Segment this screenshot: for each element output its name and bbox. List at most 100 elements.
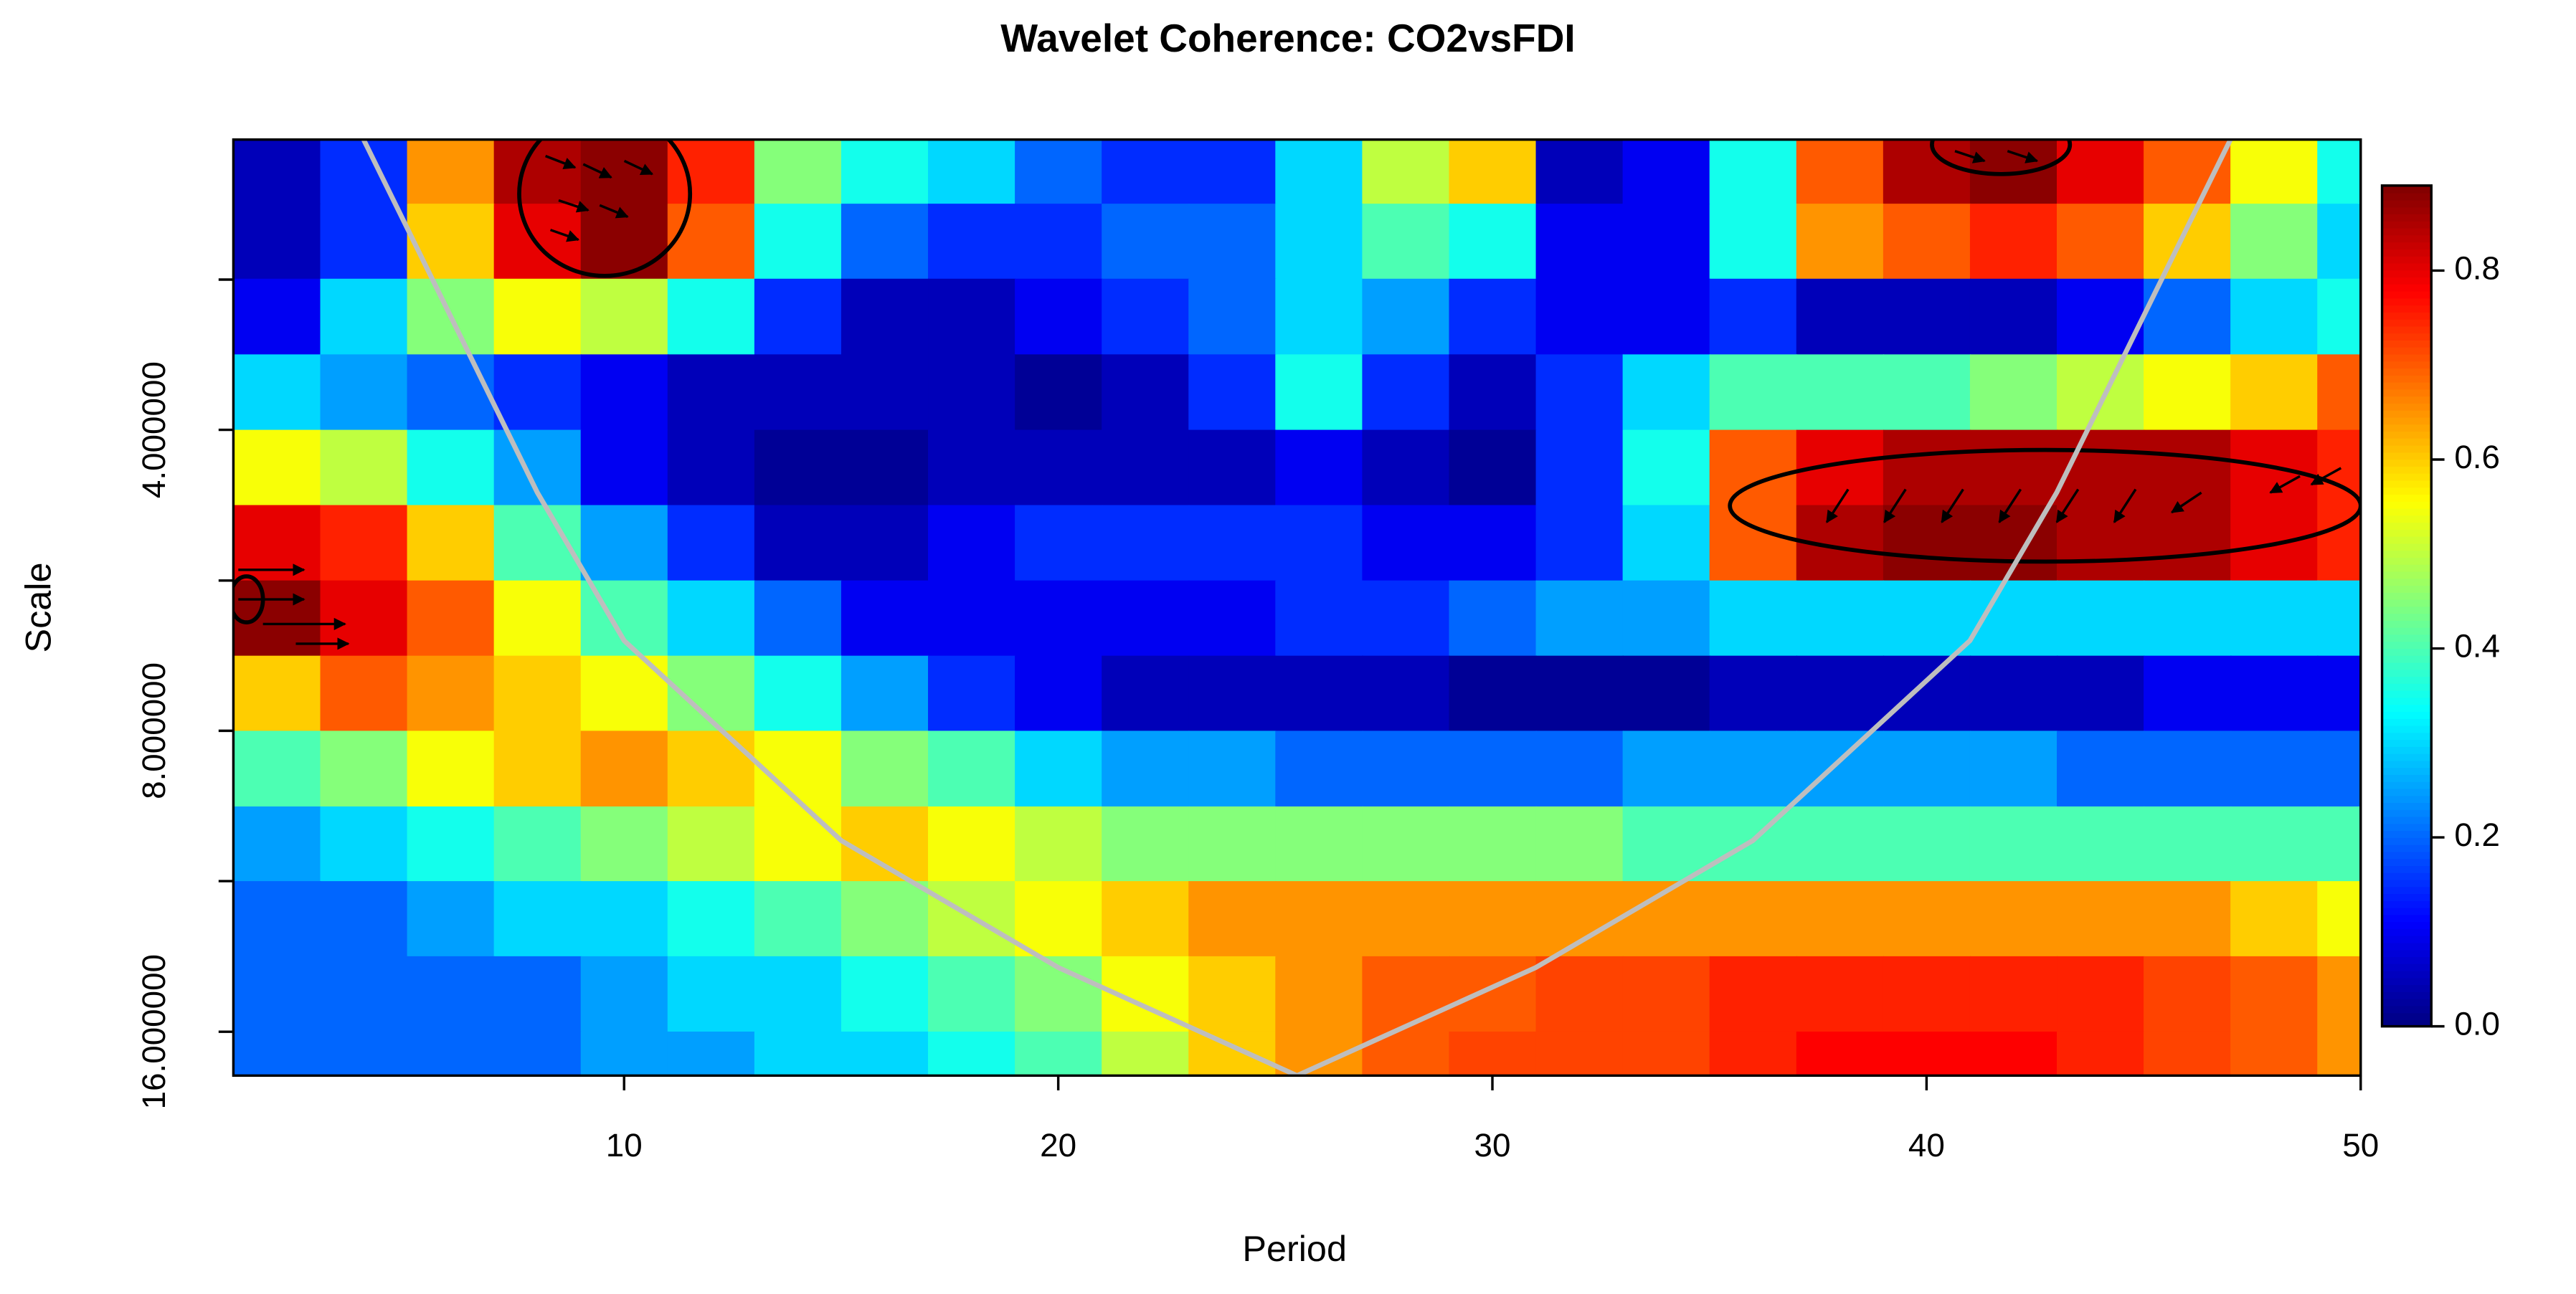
heatmap-cell [840,731,929,808]
colorbar-segment [2382,437,2432,446]
colorbar-segment [2382,255,2432,264]
heatmap [233,139,2361,1076]
heatmap-cell [1449,655,1537,732]
heatmap-cell [2230,655,2319,732]
colorbar-segment [2382,907,2432,915]
colorbar-segment [2382,697,2432,705]
heatmap-cell [928,806,1016,883]
heatmap-cell [1883,278,1971,356]
heatmap-cell [1275,956,1363,1033]
heatmap-cell [1102,731,1190,808]
heatmap-cell [1622,731,1711,808]
heatmap-cell [2230,956,2319,1033]
colorbar-segment [2382,508,2432,516]
y-tick-label: 16.000000 [136,954,172,1109]
heatmap-cell [2230,204,2319,280]
colorbar-segment [2382,402,2432,411]
colorbar-segment [2382,563,2432,572]
heatmap-cell [493,956,582,1033]
colorbar-segment [2382,248,2432,257]
heatmap-cell [493,278,582,356]
heatmap-cell [1015,139,1103,205]
heatmap-cell [1449,881,1537,958]
colorbar-segment [2382,991,2432,999]
heatmap-cell [1362,429,1450,506]
colorbar-segment [2382,220,2432,229]
colorbar-segment [2382,298,2432,306]
heatmap-cell [928,1031,1016,1076]
colorbar: 0.0 0.2 0.4 0.6 0.8 [2380,184,2500,1042]
heatmap-cell [233,655,321,732]
heatmap-cell [1275,655,1363,732]
heatmap-cell [2057,505,2145,582]
heatmap-cell [754,429,843,506]
heatmap-cell [754,354,843,431]
colorbar-segment [2382,417,2432,425]
heatmap-cell [2317,278,2361,356]
phase-arrows [238,150,2342,650]
heatmap-cell [1362,806,1450,883]
heatmap-cell [233,881,321,958]
heatmap-cell [1622,806,1711,883]
heatmap-cell [1449,580,1537,657]
colorbar-segment [2382,816,2432,824]
colorbar-segment [2382,192,2432,201]
heatmap-cell [1188,505,1277,582]
heatmap-cell [1883,731,1971,808]
colorbar-segment [2382,262,2432,271]
heatmap-cell [1275,881,1363,958]
heatmap-cell [320,806,408,883]
heatmap-cell [2144,655,2232,732]
heatmap-cell [1883,505,1971,582]
colorbar-segment [2382,984,2432,992]
heatmap-cell [407,354,496,431]
heatmap-cell [1275,580,1363,657]
heatmap-cell [407,204,496,280]
heatmap-cell [580,806,669,883]
colorbar-segment [2382,234,2432,243]
heatmap-cell [493,1031,582,1076]
colorbar-segment [2382,381,2432,390]
heatmap-cell [928,956,1016,1033]
heatmap-cell [1188,204,1277,280]
heatmap-cell [1188,731,1277,808]
heatmap-cell [840,204,929,280]
heatmap-cell [2317,1031,2361,1076]
heatmap-cell [1969,354,2058,431]
heatmap-cell [1275,1031,1363,1076]
heatmap-cell [2057,881,2145,958]
heatmap-cell [2317,139,2361,205]
heatmap-cell [2230,580,2319,657]
colorbar-segment [2382,396,2432,404]
heatmap-cell [1188,278,1277,356]
heatmap-cell [840,881,929,958]
heatmap-cell [840,505,929,582]
heatmap-cell [1535,881,1624,958]
heatmap-cell [2144,429,2232,506]
heatmap-cell [233,580,321,657]
heatmap-cell [2057,1031,2145,1076]
heatmap-cell [667,354,756,431]
axes: 10 20 30 40 50 4.000000 8.000000 16.000000 [136,278,2379,1164]
heatmap-cell [1362,204,1450,280]
heatmap-cell [1969,278,2058,356]
heatmap-cell [667,505,756,582]
heatmap-cell [2144,204,2232,280]
heatmap-cell [840,956,929,1033]
heatmap-cell [1796,580,1885,657]
heatmap-cell [928,580,1016,657]
colorbar-segment [2382,914,2432,923]
colorbar-segment [2382,619,2432,628]
colorbar-segment [2382,942,2432,951]
heatmap-cell [2317,731,2361,808]
colorbar-segment [2382,900,2432,908]
coi-layer [361,139,2233,1076]
colorbar-tick-label: 0.2 [2454,817,2500,853]
heatmap-cell [840,655,929,732]
heatmap-cell [320,429,408,506]
heatmap-cell [1535,1031,1624,1076]
colorbar-segment [2382,290,2432,299]
heatmap-cell [1449,204,1537,280]
colorbar-segment [2382,1019,2432,1027]
heatmap-cell [1102,139,1190,205]
